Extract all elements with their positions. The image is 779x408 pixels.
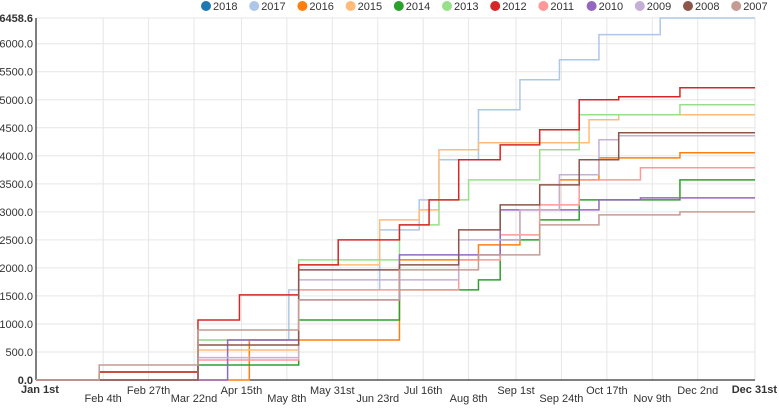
legend-swatch-2018 — [201, 1, 211, 11]
legend-swatch-2007 — [731, 1, 742, 11]
legend-swatch-2017 — [249, 1, 260, 11]
series-line-2017 — [36, 17, 755, 381]
legend-label: 2013 — [454, 1, 478, 13]
x-tick-label: May 8th — [267, 393, 306, 405]
legend-label: 2009 — [647, 1, 671, 13]
legend-item-2011[interactable]: 2011 — [538, 1, 574, 13]
y-tick-label: 2500.0 — [0, 235, 33, 247]
x-tick-label: Aug 8th — [450, 393, 488, 405]
x-tick-label: Dec 31st — [732, 384, 778, 396]
legend-swatch-2014 — [393, 1, 404, 11]
series-line-2008 — [36, 132, 755, 381]
y-tick-label: 500.0 — [5, 347, 33, 359]
legend-item-2007[interactable]: 2007 — [731, 1, 768, 13]
legend-swatch-2009 — [634, 1, 645, 11]
legend-swatch-2011 — [538, 1, 549, 11]
y-tick-label: 3500.0 — [0, 179, 33, 191]
y-tick-label: 5500.0 — [0, 67, 33, 79]
y-tick-label: 1500.0 — [0, 291, 33, 303]
x-tick-label: Jan 1st — [21, 384, 59, 396]
series-line-2012 — [36, 87, 755, 381]
legend-item-2013[interactable]: 2013 — [442, 1, 478, 13]
legend-item-2016[interactable]: 2016 — [297, 1, 334, 13]
x-tick-label: May 31st — [310, 385, 355, 397]
x-tick-label: Jul 16th — [404, 385, 443, 397]
legend-label: 2010 — [599, 1, 623, 13]
legend-item-2018[interactable]: 2018 — [201, 1, 237, 13]
legend-item-2008[interactable]: 2008 — [683, 1, 719, 13]
legend-label: 2014 — [406, 1, 430, 13]
y-tick-label: 6000.0 — [0, 39, 33, 51]
legend-item-2010[interactable]: 2010 — [586, 1, 623, 13]
x-tick-label: Feb 4th — [85, 393, 122, 405]
series-line-2013 — [36, 103, 755, 381]
legend-item-2009[interactable]: 2009 — [634, 1, 671, 13]
legend-label: 2018 — [213, 1, 237, 13]
legend-swatch-2010 — [586, 1, 597, 11]
legend-label: 2011 — [550, 1, 574, 13]
legend-swatch-2008 — [683, 1, 693, 11]
grid — [35, 17, 756, 381]
x-tick-label: Oct 17th — [586, 385, 628, 397]
legend-label: 2017 — [261, 1, 285, 13]
legend-label: 2015 — [358, 1, 382, 13]
x-tick-label: Sep 24th — [539, 393, 583, 405]
y-tick-label: 4500.0 — [0, 123, 33, 135]
legend-swatch-2013 — [442, 1, 452, 11]
series-line-2016 — [36, 152, 755, 381]
legend-label: 2007 — [743, 1, 767, 13]
series-line-2010 — [36, 197, 755, 381]
legend-item-2012[interactable]: 2012 — [490, 1, 527, 13]
legend-item-2015[interactable]: 2015 — [345, 1, 382, 13]
legend-label: 2008 — [695, 1, 719, 13]
x-tick-label: Sep 1st — [497, 385, 534, 397]
y-tick-label: 5000.0 — [0, 95, 33, 107]
x-tick-label: Mar 22nd — [171, 393, 217, 405]
y-tick-label: 1000.0 — [0, 319, 33, 331]
y-tick-label: 3000.0 — [0, 207, 33, 219]
legend-label: 2016 — [309, 1, 333, 13]
series-line-2007 — [36, 211, 755, 381]
x-tick-label: Jun 23rd — [356, 393, 399, 405]
x-tick-label: Apr 15th — [221, 385, 263, 397]
y-axis: 0.0 500.0 1000.0 1500.0 2000.0 2500.0 3000.0 35… — [0, 13, 37, 387]
series-line-2009 — [36, 135, 755, 381]
y-tick-label: 6458.6 — [0, 13, 33, 25]
y-tick-label: 4000.0 — [0, 151, 33, 163]
legend-swatch-2012 — [490, 1, 501, 11]
series-lines — [36, 17, 755, 381]
x-tick-label: Nov 9th — [633, 393, 671, 405]
y-tick-label: 0.0 — [18, 375, 33, 387]
y-tick-label: 2000.0 — [0, 263, 33, 275]
legend: 2018 2017 2016 2015 2014 2013 2012 2011 2010 2009… — [201, 1, 768, 13]
legend-label: 2012 — [502, 1, 526, 13]
legend-item-2017[interactable]: 2017 — [249, 1, 286, 13]
legend-item-2014[interactable]: 2014 — [393, 1, 430, 13]
x-tick-label: Feb 27th — [127, 385, 170, 397]
x-tick-label: Dec 2nd — [677, 385, 718, 397]
legend-swatch-2016 — [297, 1, 308, 11]
legend-swatch-2015 — [345, 1, 356, 11]
